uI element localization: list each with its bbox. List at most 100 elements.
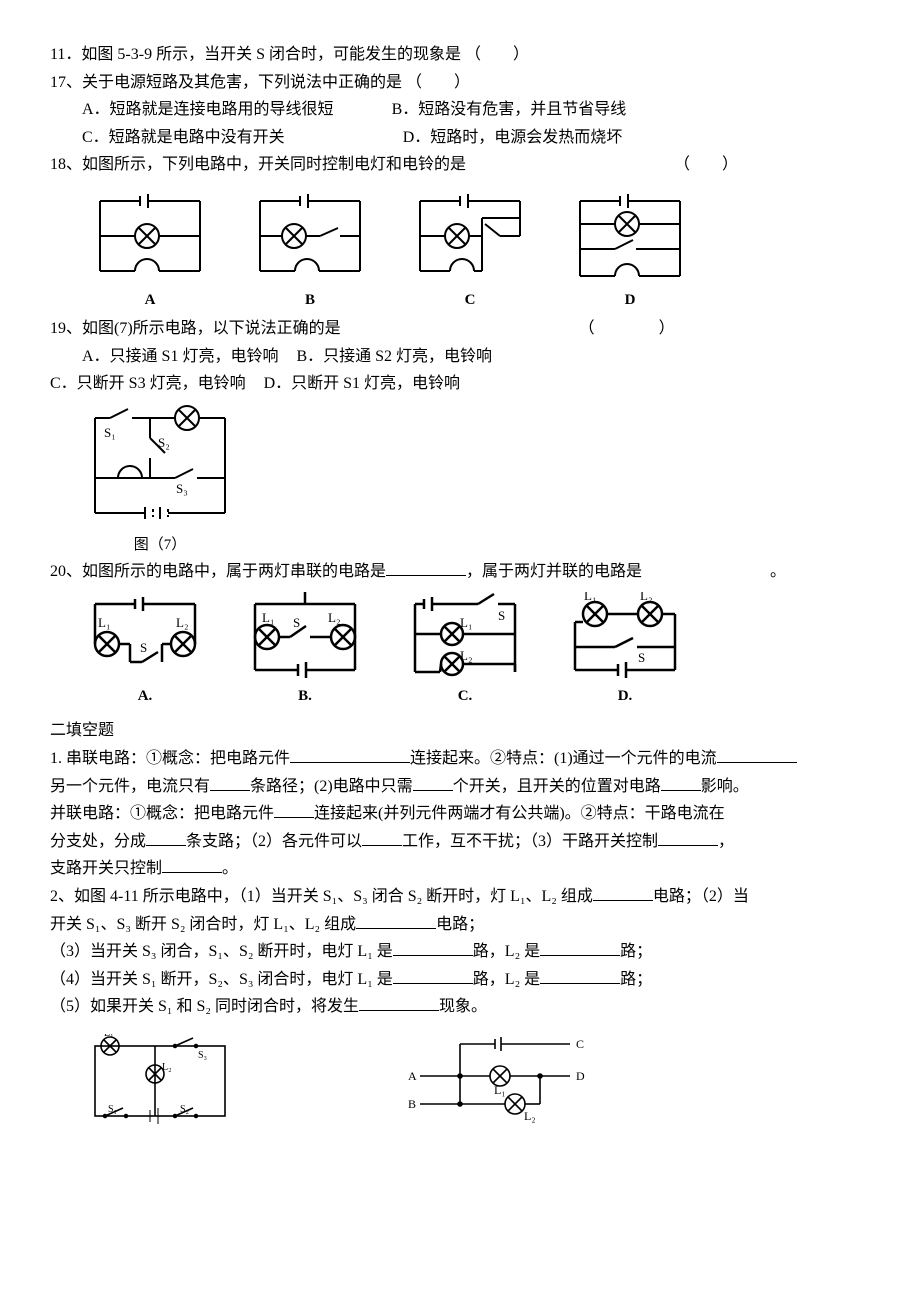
t: 路，L₂ 是 bbox=[473, 943, 540, 960]
t: 个开关，且开关的位置对电路 bbox=[453, 778, 661, 795]
q20-circuit-D-icon: L₁L₂S bbox=[560, 592, 690, 682]
q20-diagrams: L₁SL₂ A. L₁SL₂ B. bbox=[80, 592, 870, 708]
q19-s3-label: S₃ bbox=[176, 481, 188, 496]
blank bbox=[593, 884, 653, 901]
q18-diagrams: A B C bbox=[80, 186, 870, 312]
q19-optD: D．只断开 S1 灯亮，电铃响 bbox=[264, 375, 460, 392]
blank bbox=[210, 774, 250, 791]
t: 分支处，分成 bbox=[50, 833, 146, 850]
svg-text:S₃: S₃ bbox=[198, 1050, 207, 1061]
svg-text:S: S bbox=[293, 615, 300, 630]
blank bbox=[274, 801, 314, 818]
blank bbox=[540, 939, 620, 956]
circuit-C-icon bbox=[400, 186, 540, 286]
svg-text:B: B bbox=[408, 1097, 416, 1111]
q20-pre: 20、如图所示的电路中，属于两灯串联的电路是 bbox=[50, 563, 386, 580]
svg-text:S: S bbox=[498, 608, 505, 623]
s2-q2-line1: 2、如图 4-11 所示电路中，（1）当开关 S₁、S₃ 闭合 S₂ 断开时，灯… bbox=[50, 884, 870, 910]
blank bbox=[393, 939, 473, 956]
t: 路； bbox=[620, 943, 652, 960]
q17-optC: C．短路就是电路中没有开关 bbox=[82, 129, 285, 146]
blank bbox=[146, 829, 186, 846]
q19-optA: A．只接通 S1 灯亮，电铃响 bbox=[82, 348, 278, 365]
svg-text:L₁: L₁ bbox=[104, 1034, 114, 1039]
q17-row1: A．短路就是连接电路用的导线很短 B．短路没有危害，并且节省导线 bbox=[50, 97, 870, 123]
q20-end: 。 bbox=[770, 563, 786, 580]
q20-mid: ，属于两灯并联的电路是 bbox=[466, 563, 642, 580]
t: （5）如果开关 S₁ 和 S₂ 同时闭合时，将发生 bbox=[50, 998, 359, 1015]
t: 并联电路：①概念：把电路元件 bbox=[50, 805, 274, 822]
q17-row2: C．短路就是电路中没有开关 D．短路时，电源会发热而烧坏 bbox=[50, 125, 870, 151]
bottom-diagrams: L₁L₂ S₁S₂S₃ AB CD L₁L₂ bbox=[80, 1034, 870, 1129]
q18-diagram-A: A bbox=[80, 186, 220, 312]
q20-label-B: B. bbox=[298, 684, 312, 708]
s2-p2-line1: 并联电路：①概念：把电路元件 连接起来(并列元件两端才有公共端)。②特点：干路电流… bbox=[50, 801, 870, 827]
circuit-A-icon bbox=[80, 186, 220, 286]
q19-s2-label: S₂ bbox=[158, 435, 170, 450]
t: 另一个元件，电流只有 bbox=[50, 778, 210, 795]
s2-q2-line2: 开关 S₁、S₃ 断开 S₂ 闭合时，灯 L₁、L₂ 组成电路； bbox=[50, 912, 870, 938]
q20-stem: 20、如图所示的电路中，属于两灯串联的电路是 ，属于两灯并联的电路是 。 bbox=[50, 559, 870, 585]
svg-text:S: S bbox=[140, 640, 147, 655]
t: 2、如图 4-11 所示电路中，（1）当开关 S₁、S₃ 闭合 S₂ 断开时，灯… bbox=[50, 888, 593, 905]
blank bbox=[393, 967, 473, 984]
s2-p2-line2: 分支处，分成条支路；（2）各元件可以工作，互不干扰；（3）干路开关控制， bbox=[50, 829, 870, 855]
q18-label-A: A bbox=[145, 288, 156, 312]
t: 路，L₂ 是 bbox=[473, 971, 540, 988]
q20-circuit-C-icon: L₁L₂S bbox=[400, 592, 530, 682]
blank bbox=[658, 829, 718, 846]
svg-text:L₁: L₁ bbox=[98, 615, 110, 630]
t: 连接起来(并列元件两端才有公共端)。②特点：干路电流在 bbox=[314, 805, 725, 822]
t: 开关 S₁、S₃ 断开 S₂ 闭合时，灯 L₁、L₂ 组成 bbox=[50, 916, 356, 933]
svg-text:L₁: L₁ bbox=[584, 592, 596, 603]
t: 条支路；（2）各元件可以 bbox=[186, 833, 362, 850]
blank bbox=[717, 746, 797, 763]
q17-optD: D．短路时，电源会发热而烧坏 bbox=[403, 129, 623, 146]
t: （4）当开关 S₁ 断开，S₂、S₃ 闭合时，电灯 L₁ 是 bbox=[50, 971, 393, 988]
t: 条路径；(2)电路中只需 bbox=[250, 778, 413, 795]
blank bbox=[413, 774, 453, 791]
svg-text:L₁: L₁ bbox=[494, 1083, 506, 1097]
svg-text:S₂: S₂ bbox=[180, 1104, 189, 1115]
q19-optC: C．只断开 S3 灯亮，电铃响 bbox=[50, 375, 246, 392]
svg-text:D: D bbox=[576, 1069, 585, 1083]
q19-stem-line: 19、如图(7)所示电路，以下说法正确的是 （ ） bbox=[50, 316, 870, 342]
svg-text:L₂: L₂ bbox=[328, 610, 340, 625]
q19-row1: A．只接通 S1 灯亮，电铃响 B．只接通 S2 灯亮，电铃响 bbox=[50, 344, 870, 370]
blank bbox=[661, 774, 701, 791]
q18-diagram-D: D bbox=[560, 186, 700, 312]
q17-optB: B．短路没有危害，并且节省导线 bbox=[392, 101, 627, 118]
s2-q5: （5）如果开关 S₁ 和 S₂ 同时闭合时，将发生现象。 bbox=[50, 994, 870, 1020]
section2-head: 二填空题 bbox=[50, 718, 870, 744]
q20-label-D: D. bbox=[618, 684, 633, 708]
q18-diagram-C: C bbox=[400, 186, 540, 312]
svg-text:L₂: L₂ bbox=[162, 1062, 172, 1073]
q18-label-B: B bbox=[305, 288, 315, 312]
blank bbox=[359, 994, 439, 1011]
t: 工作，互不干扰；（3）干路开关控制 bbox=[402, 833, 658, 850]
svg-text:A: A bbox=[408, 1069, 417, 1083]
s2-q3: （3）当开关 S₃ 闭合，S₁、S₂ 断开时，电灯 L₁ 是路，L₂ 是路； bbox=[50, 939, 870, 965]
fig-4-11-icon: L₁L₂ S₁S₂S₃ bbox=[80, 1034, 240, 1129]
blank bbox=[386, 559, 466, 576]
q19-optB: B．只接通 S2 灯亮，电铃响 bbox=[296, 348, 492, 365]
t: 1. 串联电路：①概念：把电路元件 bbox=[50, 750, 290, 767]
s2-p2-line3: 支路开关只控制。 bbox=[50, 856, 870, 882]
q19-fig-label: 图（7） bbox=[80, 533, 240, 557]
svg-text:L₂: L₂ bbox=[460, 648, 472, 663]
q11-stem: 11．如图 5-3-9 所示，当开关 S 闭合时，可能发生的现象是 （ ） bbox=[50, 42, 870, 68]
t: 连接起来。②特点：(1)通过一个元件的电流 bbox=[410, 750, 717, 767]
q20-diagram-A: L₁SL₂ A. bbox=[80, 592, 210, 708]
s2-q4: （4）当开关 S₁ 断开，S₂、S₃ 闭合时，电灯 L₁ 是路，L₂ 是路； bbox=[50, 967, 870, 993]
q17-stem: 17、关于电源短路及其危害，下列说法中正确的是 （ ） bbox=[50, 70, 870, 96]
q18-label-D: D bbox=[625, 288, 636, 312]
t: 影响。 bbox=[701, 778, 749, 795]
s2-p1-line2: 另一个元件，电流只有 条路径；(2)电路中只需 个开关，且开关的位置对电路 影响。 bbox=[50, 774, 870, 800]
circuit-D-icon bbox=[560, 186, 700, 286]
t: 电路；（2）当 bbox=[653, 888, 749, 905]
q18-label-C: C bbox=[465, 288, 476, 312]
t: 。 bbox=[222, 860, 238, 877]
svg-text:L₂: L₂ bbox=[640, 592, 652, 603]
q18-diagram-B: B bbox=[240, 186, 380, 312]
q19-row2: C．只断开 S3 灯亮，电铃响 D．只断开 S1 灯亮，电铃响 bbox=[50, 371, 870, 397]
